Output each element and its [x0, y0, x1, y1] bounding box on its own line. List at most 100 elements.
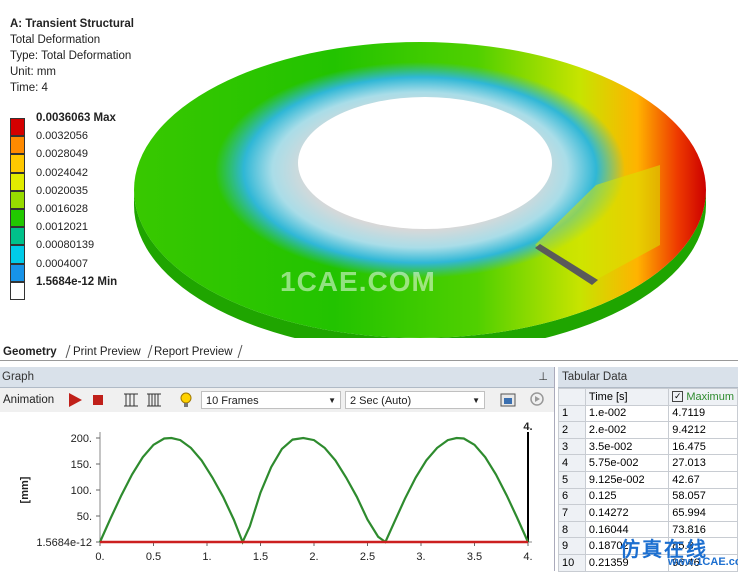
site-logo: 仿真在线	[620, 537, 708, 561]
legend-label: 0.00080139	[36, 239, 95, 252]
table-row[interactable]: 3 3.5e-002 16.475	[558, 437, 738, 456]
legend-swatch	[10, 154, 25, 173]
lightbulb-icon[interactable]	[178, 390, 194, 410]
legend-swatch	[10, 281, 25, 300]
result-time: Time: 4	[10, 82, 48, 94]
maximum-label: Maximum	[686, 390, 734, 403]
frames-value: 10 Frames	[206, 395, 259, 407]
legend-swatch	[10, 208, 25, 228]
table-row[interactable]: 4 5.75e-002 27.013	[558, 454, 738, 472]
result-title: A: Transient Structural	[10, 18, 134, 30]
result-name: Total Deformation	[10, 34, 101, 46]
duration-value: 2 Sec (Auto)	[350, 395, 412, 407]
maximum-cell: 58.057	[668, 487, 738, 506]
legend-label: 1.5684e-12 Min	[36, 275, 118, 288]
time-cell: 5.75e-002	[584, 454, 670, 472]
result-info: A: Transient Structural Total Deformatio…	[10, 16, 134, 96]
section-edge	[535, 244, 598, 285]
table-row[interactable]: 9 0.18702 85.3	[558, 537, 738, 555]
time-cell: 9.125e-002	[584, 470, 670, 489]
legend-label: 0.0020035	[36, 184, 88, 197]
animation-toolbar: Animation 10 Frames ▼ 2 Sec (Auto) ▼	[0, 388, 554, 412]
x-tick-label: 0.	[95, 551, 104, 563]
center-hole	[298, 97, 552, 229]
maximum-cell: 4.7119	[668, 404, 738, 423]
row-number: 3	[558, 437, 586, 456]
legend-swatch	[10, 118, 25, 137]
stop-icon[interactable]	[90, 390, 106, 410]
graph-title: Graph	[2, 371, 34, 383]
legend-label: 0.0024042	[36, 166, 88, 179]
x-tick-label: 1.5	[253, 551, 268, 563]
export-video-icon[interactable]	[499, 390, 517, 410]
table-row[interactable]: 6 0.125 58.057	[558, 487, 738, 506]
time-cell: 3.5e-002	[584, 437, 670, 456]
y-tick-label: 100.	[71, 485, 92, 497]
maximum-cell: 42.67	[668, 470, 738, 489]
x-tick-label: 2.5	[360, 551, 375, 563]
frames-select[interactable]: 10 Frames ▼	[201, 391, 341, 409]
maximum-cell: 27.013	[668, 454, 738, 472]
y-tick-label: 1.5684e-12	[36, 537, 92, 549]
watermark-text: 1CAE.COM	[280, 266, 436, 297]
y-tick-label: 200.	[71, 433, 92, 445]
maximum-cell: 9.4212	[668, 421, 738, 439]
x-tick-label: 3.5	[467, 551, 482, 563]
tab-report-preview[interactable]: Report Preview	[154, 346, 233, 358]
legend-swatch	[10, 227, 25, 246]
y-axis-label: [mm]	[19, 476, 31, 503]
site-logo-url: www.1CAE.com	[668, 556, 738, 568]
legend-swatch	[10, 172, 25, 191]
row-number: 8	[558, 520, 586, 539]
legend-label: 0.0028049	[36, 148, 88, 161]
table-row[interactable]: 7 0.14272 65.994	[558, 504, 738, 522]
distributed-frames-icon[interactable]	[122, 390, 140, 410]
play-icon[interactable]	[66, 390, 84, 410]
row-number: 7	[558, 504, 586, 522]
legend-label: 0.0016028	[36, 202, 88, 215]
row-number-header	[558, 388, 586, 406]
result-frames-icon[interactable]	[145, 390, 163, 410]
tab-geometry[interactable]: Geometry	[3, 346, 57, 358]
table-row[interactable]: 5 9.125e-002 42.67	[558, 470, 738, 489]
maximum-cell: 16.475	[668, 437, 738, 456]
row-number: 6	[558, 487, 586, 506]
time-cell: 0.125	[584, 487, 670, 506]
x-tick-label: 1.	[202, 551, 211, 563]
x-tick-label: 2.	[309, 551, 318, 563]
x-tick-label: 3.	[416, 551, 425, 563]
table-row[interactable]: 2 2.e-002 9.4212	[558, 421, 738, 439]
tab-separators	[65, 344, 243, 359]
legend-swatch	[10, 245, 25, 264]
zoom-icon[interactable]	[529, 390, 547, 410]
chevron-down-icon: ▼	[328, 396, 336, 405]
tabular-data-table: Time [s] ✓ Maximum 1 1.e-002 4.7119 2 2.e-00…	[558, 388, 738, 572]
time-cell: 0.18702	[584, 537, 670, 555]
tabular-data-panel: Tabular Data Time [s] ✓ Maximum 1 1.e-002…	[558, 367, 738, 572]
x-tick-label: 4.	[523, 551, 532, 563]
duration-select[interactable]: 2 Sec (Auto) ▼	[345, 391, 485, 409]
row-number: 10	[558, 553, 586, 572]
time-cell: 1.e-002	[584, 404, 670, 423]
x-tick-label: 0.5	[146, 551, 161, 563]
view-tabs: Geometry Print Preview Report Preview	[0, 342, 738, 361]
time-column-header[interactable]: Time [s]	[584, 388, 670, 406]
checkbox-icon[interactable]: ✓	[672, 391, 684, 403]
maximum-column-header[interactable]: ✓ Maximum	[668, 388, 738, 406]
deformation-contour-plot	[134, 42, 706, 338]
y-tick-label: 150.	[71, 459, 92, 471]
y-tick-label: 50.	[77, 511, 92, 523]
graph-header: Graph ⊥	[0, 367, 554, 388]
time-cell: 0.14272	[584, 504, 670, 522]
model-viewport[interactable]: A: Transient Structural Total Deformatio…	[0, 0, 738, 338]
table-row[interactable]: 1 1.e-002 4.7119	[558, 404, 738, 423]
row-number: 5	[558, 470, 586, 489]
tab-print-preview[interactable]: Print Preview	[73, 346, 141, 358]
legend-label: 0.0036063 Max	[36, 112, 116, 124]
legend-label: 0.0004007	[36, 257, 88, 270]
pin-icon[interactable]: ⊥	[538, 371, 548, 383]
tabular-header: Tabular Data	[558, 367, 738, 388]
legend-swatch	[10, 190, 25, 209]
current-time-label: 4.	[523, 421, 532, 433]
row-number: 4	[558, 454, 586, 472]
